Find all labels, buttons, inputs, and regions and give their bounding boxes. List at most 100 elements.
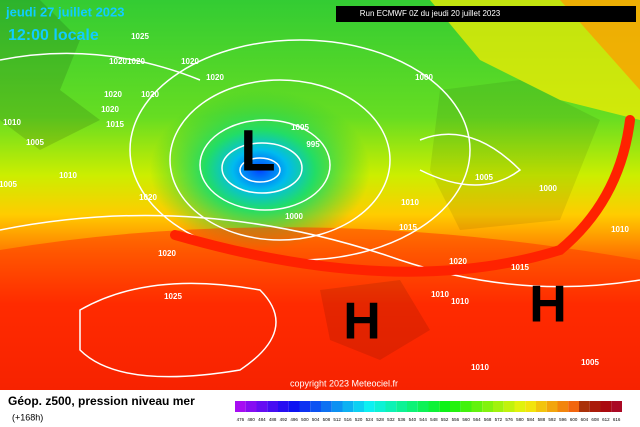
- scale-cell: [514, 401, 526, 412]
- scale-cell: [460, 401, 472, 412]
- isobar-label: 1020: [449, 257, 467, 266]
- scale-label: 528: [376, 417, 384, 422]
- low-pressure: L: [240, 118, 275, 183]
- isobar-label: 1010: [611, 225, 629, 234]
- isobar-label: 1000: [539, 184, 557, 193]
- isobar-label: 1005: [26, 138, 44, 147]
- scale-cell: [267, 401, 278, 412]
- map-background: [0, 0, 640, 390]
- scale-label: 504: [312, 417, 320, 422]
- scale-label: 576: [505, 417, 513, 422]
- scale-label: 540: [409, 417, 417, 422]
- isobar-labels: 1025 1020 1020 1020 1020 1020 1020 1020 1015 1010…: [0, 32, 629, 372]
- isobar-label: 1005: [475, 173, 493, 182]
- ridge-axis: [170, 115, 635, 277]
- scale-label: 592: [548, 417, 556, 422]
- scale-cell: [589, 401, 601, 412]
- run-box: [336, 6, 636, 22]
- isobar-label: 1010: [401, 198, 419, 207]
- high-pressure: H: [343, 293, 381, 351]
- isobar-label: 1020: [104, 90, 122, 99]
- high-pressure: H: [529, 276, 567, 334]
- scale-cell: [321, 401, 332, 412]
- forecast-time: 12:00 locale: [8, 27, 99, 44]
- isobar-label: 1015: [106, 120, 124, 129]
- scale-cell: [342, 401, 354, 412]
- scale-label: 616: [613, 417, 621, 422]
- scale-cell: [557, 401, 569, 412]
- scale-cell: [450, 401, 461, 412]
- scale-label: 568: [484, 417, 492, 422]
- scale-cell: [439, 401, 450, 412]
- scale-cell: [525, 401, 536, 412]
- scale-label: 480: [247, 417, 255, 422]
- scale-cell: [536, 401, 547, 412]
- scale-cell: [579, 401, 590, 412]
- scale-label: 600: [570, 417, 578, 422]
- isobar-label: 1020: [101, 105, 119, 114]
- isobar-label: 1020: [181, 57, 199, 66]
- scale-label: 488: [269, 417, 277, 422]
- isobar-label: 1000: [285, 212, 303, 221]
- isobar-label: 1025: [131, 32, 149, 41]
- scale-cell: [278, 401, 289, 412]
- scale-label: 508: [323, 417, 331, 422]
- scale-cell: [493, 401, 504, 412]
- scale-cell: [299, 401, 311, 412]
- scale-cell: [245, 401, 257, 412]
- scale-label: 524: [366, 417, 374, 422]
- scale-label: 556: [452, 417, 460, 422]
- color-scale: 476 480 484 488 492 496 500 504 508 512 516 520 524 5…: [235, 401, 622, 422]
- scale-label: 608: [591, 417, 599, 422]
- isobar-label: 1005: [0, 180, 17, 189]
- isobar-label: 1010: [431, 290, 449, 299]
- scale-label: 552: [441, 417, 449, 422]
- scale-label: 512: [333, 417, 341, 422]
- isobar-label: 1020: [141, 90, 159, 99]
- scale-label: 548: [430, 417, 438, 422]
- scale-label: 484: [258, 417, 266, 422]
- scale-cell: [407, 401, 418, 412]
- scale-cell: [310, 401, 321, 412]
- scale-label: 572: [495, 417, 503, 422]
- scale-label: 588: [538, 417, 546, 422]
- scale-cell: [471, 401, 483, 412]
- scale-cell: [503, 401, 515, 412]
- scale-cell: [546, 401, 558, 412]
- scale-cell: [600, 401, 612, 412]
- isobar-label: 1010: [471, 363, 489, 372]
- scale-label: 496: [290, 417, 298, 422]
- scale-label: 544: [419, 417, 427, 422]
- isobar-label: 1015: [399, 223, 417, 232]
- scale-label: 536: [398, 417, 406, 422]
- scale-label: 612: [602, 417, 610, 422]
- scale-label: 476: [237, 417, 245, 422]
- isobar-label: 1010: [3, 118, 21, 127]
- scale-label: 584: [527, 417, 535, 422]
- scale-cell: [288, 401, 300, 412]
- scale-cell: [428, 401, 440, 412]
- run-info: Run ECMWF 0Z du jeudi 20 juillet 2023: [360, 9, 501, 18]
- scale-label: 580: [516, 417, 524, 422]
- scale-cell: [364, 401, 375, 412]
- scale-cell: [235, 401, 246, 412]
- isobar-label: 995: [306, 140, 320, 149]
- legend-lead: (+168h): [12, 412, 43, 422]
- isobar-label: 1020: [109, 57, 127, 66]
- scale-cell: [374, 401, 386, 412]
- isobar-label: 1005: [581, 358, 599, 367]
- isobar-label: 1005: [291, 123, 309, 132]
- scale-cell: [385, 401, 397, 412]
- scale-label: 500: [301, 417, 309, 422]
- scale-cell: [396, 401, 407, 412]
- scale-label: 520: [355, 417, 363, 422]
- isobar-label: 1020: [158, 249, 176, 258]
- scale-label: 560: [462, 417, 470, 422]
- scale-label: 532: [387, 417, 395, 422]
- copyright: copyright 2023 Meteociel.fr: [290, 378, 398, 388]
- legend-title: Géop. z500, pression niveau mer: [8, 394, 195, 408]
- isobars: [0, 39, 640, 378]
- isobar-label: 1025: [164, 292, 182, 301]
- scale-label: 604: [581, 417, 589, 422]
